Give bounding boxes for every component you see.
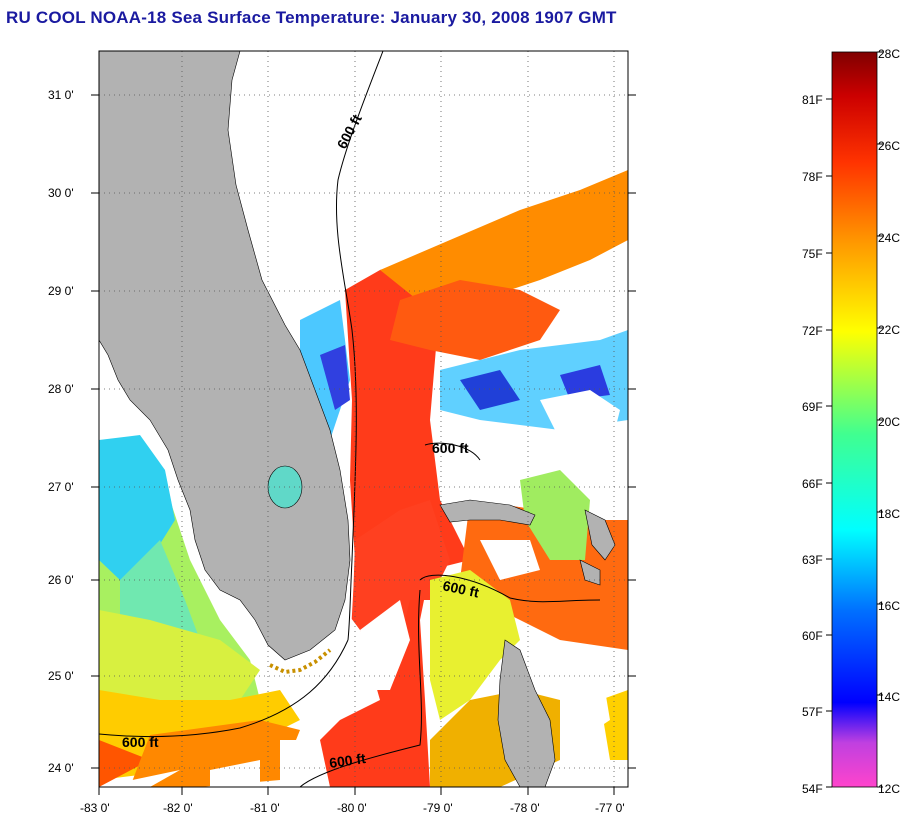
colorbar-f-label: 69F [802, 400, 823, 414]
isobath-600ft-north [335, 51, 384, 641]
colorbar-f-label: 54F [802, 782, 823, 796]
lat-label: 28 0' [48, 382, 74, 396]
lat-label: 26 0' [48, 573, 74, 587]
lat-label: 27 0' [48, 480, 74, 494]
colorbar-c-label: 24C [878, 231, 900, 245]
bahamas-islet [579, 559, 601, 586]
lon-label: -83 0' [80, 801, 110, 815]
isobath-600ft-keys [99, 639, 349, 737]
colorbar-c-label: 12C [878, 782, 900, 796]
isobath-600ft-south [299, 589, 422, 787]
colorbar-f-label: 57F [802, 705, 823, 719]
lon-label: -82 0' [163, 801, 193, 815]
colorbar-c-label: 26C [878, 139, 900, 153]
map-frame [98, 50, 629, 788]
colorbar-f-label: 60F [802, 629, 823, 643]
colorbar-c-label: 22C [878, 323, 900, 337]
isobath-600ft-bahamas [419, 574, 601, 603]
colorbar-c-label: 16C [878, 599, 900, 613]
abaco-island [584, 509, 616, 561]
colorbar-f-label: 78F [802, 170, 823, 184]
lon-label: -80 0' [337, 801, 367, 815]
lat-label: 25 0' [48, 669, 74, 683]
colorbar-f-label: 72F [802, 324, 823, 338]
lat-label: 30 0' [48, 186, 74, 200]
colorbar-c-label: 20C [878, 415, 900, 429]
longitude-labels: -83 0' -82 0' -81 0' -80 0' -79 0' -78 0… [80, 801, 625, 815]
colorbar-f-label: 66F [802, 477, 823, 491]
isobath-label-keys: 600 ft [122, 734, 159, 750]
frame-ticks [91, 94, 636, 795]
colorbar-c-label: 14C [878, 690, 900, 704]
map-title: RU COOL NOAA-18 Sea Surface Temperature:… [6, 8, 617, 27]
andros-island [497, 639, 556, 787]
lon-label: -79 0' [423, 801, 453, 815]
colorbar-f-label: 81F [802, 93, 823, 107]
lat-label: 24 0' [48, 761, 74, 775]
colorbar-c-label: 18C [878, 507, 900, 521]
latitude-labels: 31 0' 30 0' 29 0' 28 0' 27 0' 26 0' 25 0… [48, 88, 74, 775]
isobath-label-bahamas: 600 ft [441, 577, 480, 600]
isobath-label-gulf-stream: 600 ft [432, 440, 469, 456]
lon-label: -81 0' [250, 801, 280, 815]
lon-label: -78 0' [510, 801, 540, 815]
graticule [99, 51, 628, 787]
lat-label: 29 0' [48, 284, 74, 298]
colorbar-c-label: 28C [878, 47, 900, 61]
florida-keys [269, 648, 332, 675]
colorbar-f-label: 75F [802, 247, 823, 261]
isobath-600ft-gulf-stream [424, 442, 481, 461]
colorbar-gradient [831, 51, 878, 788]
colorbar-f-label: 63F [802, 553, 823, 567]
isobaths [99, 51, 601, 787]
colorbar: 28C 26C 24C 22C 20C 18C 16C 14C 12C 81F … [802, 47, 900, 796]
lon-label: -77 0' [595, 801, 625, 815]
lat-label: 31 0' [48, 88, 74, 102]
sst-field [99, 170, 628, 787]
map-panel [99, 51, 628, 787]
isobath-label-south: 600 ft [328, 750, 367, 771]
grand-bahama [439, 499, 536, 526]
